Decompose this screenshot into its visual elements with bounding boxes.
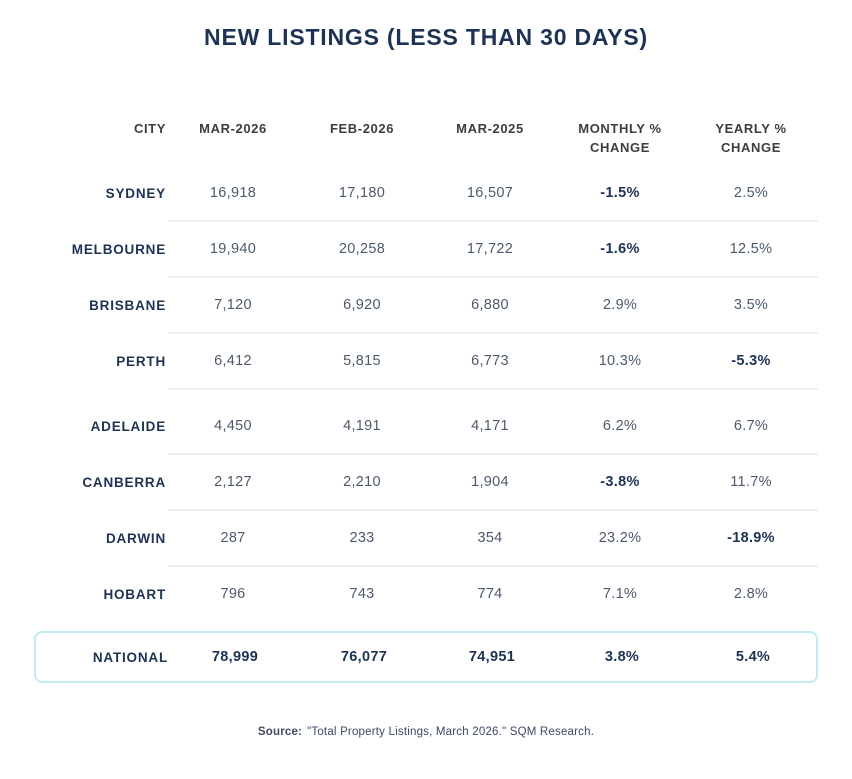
- city-label: HOBART: [103, 586, 166, 602]
- mar-2025-value: 4,171: [471, 418, 509, 434]
- mar-2025-value: 6,880: [471, 297, 509, 313]
- mar-2026-value: 78,999: [211, 649, 259, 665]
- yearly-change-value: 3.5%: [733, 297, 769, 313]
- table-row-perth: PERTH 6,412 5,815 6,773 10.3% -5.3%: [34, 334, 818, 388]
- header-monthly-change: MONTHLY % CHANGE: [578, 121, 662, 155]
- monthly-change-value: 3.8%: [604, 649, 640, 665]
- mar-2025-value: 17,722: [466, 241, 514, 257]
- feb-2026-value: 17,180: [338, 185, 386, 201]
- monthly-change-value: -1.5%: [600, 185, 640, 201]
- header-city: CITY: [133, 121, 166, 136]
- yearly-change-value: 5.4%: [735, 649, 771, 665]
- header-mar-2025: MAR-2025: [456, 121, 524, 136]
- city-label: BRISBANE: [89, 297, 166, 313]
- monthly-change-value: 6.2%: [602, 418, 638, 434]
- table-row-hobart: HOBART 796 743 774 7.1% 2.8%: [34, 567, 818, 621]
- table-row-darwin: DARWIN 287 233 354 23.2% -18.9%: [34, 511, 818, 565]
- monthly-change-value: -3.8%: [600, 474, 640, 490]
- mar-2025-value: 354: [477, 530, 503, 546]
- table-row-melbourne: MELBOURNE 19,940 20,258 17,722 -1.6% 12.…: [34, 222, 818, 276]
- city-label: MELBOURNE: [71, 241, 166, 257]
- row-divider: [168, 332, 818, 334]
- yearly-change-value: 2.8%: [733, 586, 769, 602]
- mar-2025-value: 774: [477, 586, 503, 602]
- source-label: Source:: [257, 726, 303, 738]
- table-header-row: CITY MAR-2026 FEB-2026 MAR-2025 MONTHLY …: [34, 108, 818, 166]
- yearly-change-value: 11.7%: [730, 474, 772, 490]
- city-label: DARWIN: [105, 530, 166, 546]
- mar-2026-value: 2,127: [214, 474, 252, 490]
- header-mar-2026: MAR-2026: [199, 121, 267, 136]
- city-label: NATIONAL: [92, 649, 168, 665]
- mar-2026-value: 796: [220, 586, 246, 602]
- mar-2026-value: 16,918: [209, 185, 257, 201]
- feb-2026-value: 5,815: [343, 353, 381, 369]
- city-label: PERTH: [116, 353, 166, 369]
- source-text: "Total Property Listings, March 2026." S…: [307, 726, 595, 738]
- row-divider: [168, 509, 818, 511]
- monthly-change-value: 2.9%: [602, 297, 638, 313]
- page-title: NEW LISTINGS (LESS THAN 30 DAYS): [204, 24, 648, 50]
- table-row-national: NATIONAL 78,999 76,077 74,951 3.8% 5.4%: [36, 633, 816, 681]
- row-divider: [168, 453, 818, 455]
- feb-2026-value: 76,077: [340, 649, 388, 665]
- yearly-change-value: -5.3%: [731, 353, 771, 369]
- mar-2025-value: 16,507: [466, 185, 514, 201]
- feb-2026-value: 743: [349, 586, 375, 602]
- row-divider: [168, 220, 818, 222]
- feb-2026-value: 2,210: [343, 474, 381, 490]
- city-label: ADELAIDE: [90, 418, 166, 434]
- monthly-change-value: 7.1%: [602, 586, 638, 602]
- feb-2026-value: 4,191: [343, 418, 381, 434]
- mar-2026-value: 4,450: [214, 418, 252, 434]
- table-row-sydney: SYDNEY 16,918 17,180 16,507 -1.5% 2.5%: [34, 166, 818, 220]
- city-label: SYDNEY: [105, 185, 166, 201]
- feb-2026-value: 6,920: [343, 297, 381, 313]
- listings-table: CITY MAR-2026 FEB-2026 MAR-2025 MONTHLY …: [34, 108, 818, 683]
- row-divider: [168, 565, 818, 567]
- mar-2026-value: 6,412: [214, 353, 252, 369]
- monthly-change-value: -1.6%: [600, 241, 640, 257]
- header-feb-2026: FEB-2026: [329, 121, 395, 136]
- source-citation: Source: "Total Property Listings, March 2…: [0, 726, 852, 738]
- header-yearly-change: YEARLY % CHANGE: [715, 121, 787, 155]
- mar-2026-value: 19,940: [209, 241, 257, 257]
- table-row-canberra: CANBERRA 2,127 2,210 1,904 -3.8% 11.7%: [34, 455, 818, 509]
- feb-2026-value: 20,258: [338, 241, 386, 257]
- yearly-change-value: 2.5%: [733, 185, 769, 201]
- table-row-brisbane: BRISBANE 7,120 6,920 6,880 2.9% 3.5%: [34, 278, 818, 332]
- mar-2026-value: 287: [220, 530, 246, 546]
- row-divider: [168, 276, 818, 278]
- city-label: CANBERRA: [82, 474, 166, 490]
- yearly-change-value: -18.9%: [727, 530, 775, 546]
- yearly-change-value: 6.7%: [733, 418, 769, 434]
- row-divider: [168, 388, 818, 390]
- table-row-adelaide: ADELAIDE 4,450 4,191 4,171 6.2% 6.7%: [34, 399, 818, 453]
- feb-2026-value: 233: [349, 530, 375, 546]
- yearly-change-value: 12.5%: [729, 241, 773, 257]
- monthly-change-value: 10.3%: [598, 353, 642, 369]
- mar-2025-value: 1,904: [471, 474, 509, 490]
- mar-2025-value: 6,773: [471, 353, 509, 369]
- monthly-change-value: 23.2%: [598, 530, 642, 546]
- mar-2026-value: 7,120: [214, 297, 252, 313]
- national-row-highlight-box: NATIONAL 78,999 76,077 74,951 3.8% 5.4%: [34, 631, 818, 683]
- mar-2025-value: 74,951: [468, 649, 516, 665]
